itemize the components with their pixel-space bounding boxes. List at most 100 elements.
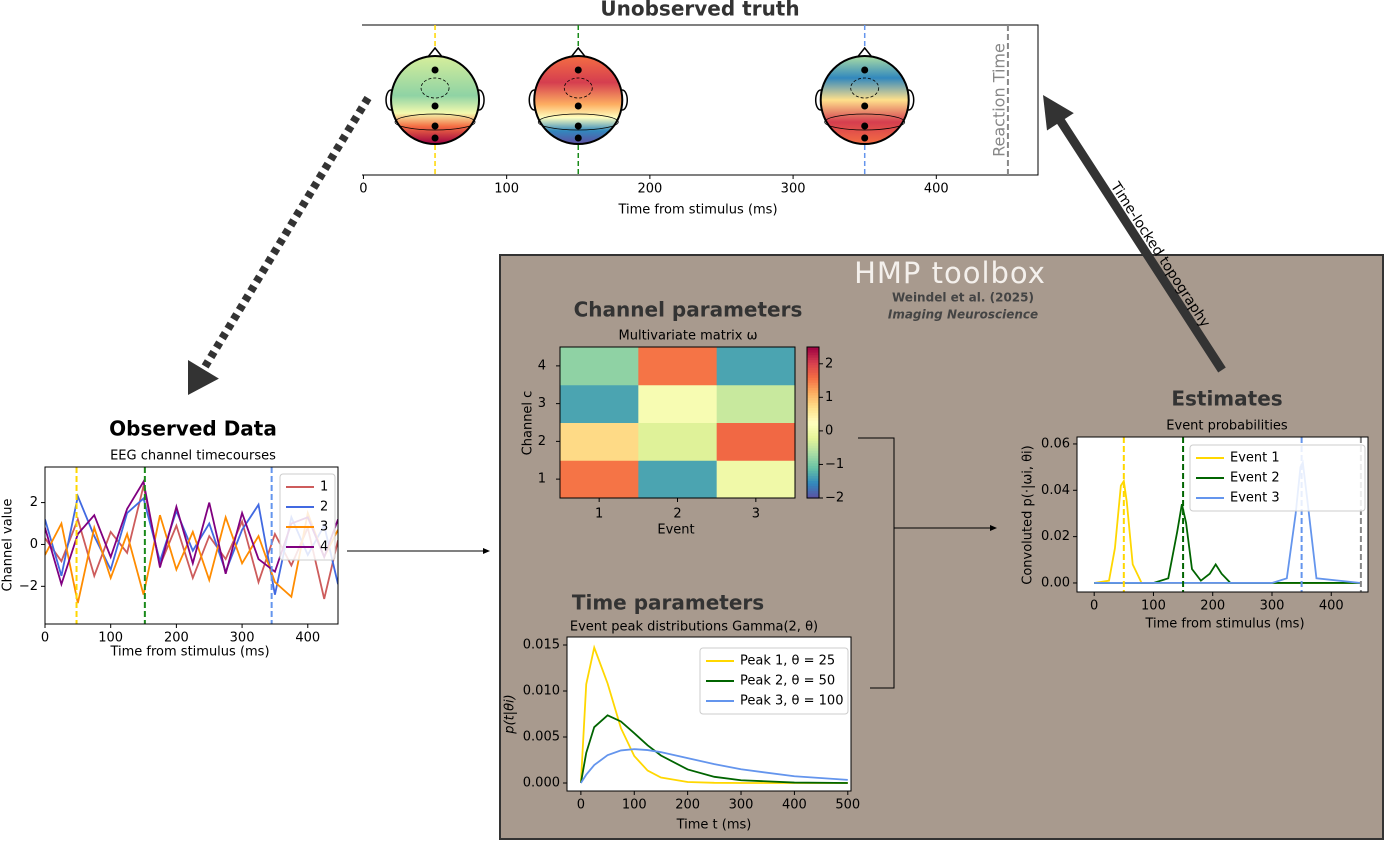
colorbar-tick-label: 0 <box>825 423 833 438</box>
legend-box <box>279 473 336 561</box>
journal: Imaging Neuroscience <box>888 308 1038 322</box>
contour <box>420 77 450 99</box>
x-tick-label: 400 <box>1319 599 1344 614</box>
colorbar-step <box>807 462 819 466</box>
contour <box>850 77 880 99</box>
colorbar-step <box>807 457 819 461</box>
chart-title: Unobserved truth <box>600 0 799 21</box>
colorbar-step <box>807 412 819 416</box>
legend-box <box>1189 444 1366 512</box>
rt-label: Reaction Time <box>989 43 1008 157</box>
colorbar-step <box>807 359 819 363</box>
colorbar-step <box>807 427 819 431</box>
heatmap-cell <box>638 384 718 423</box>
y-tick-label: 0.000 <box>523 775 560 790</box>
x-axis-label: Time from stimulus (ms) <box>617 203 777 218</box>
colorbar-step <box>807 435 819 439</box>
x-axis-label: Event <box>657 523 694 538</box>
colorbar-step <box>807 352 819 356</box>
head <box>390 55 481 145</box>
heatmap-cell <box>638 422 718 461</box>
x-tick-label: 0 <box>577 798 585 813</box>
colorbar-step <box>807 445 819 449</box>
heatmap-cell <box>716 460 796 499</box>
colorbar-step <box>807 467 819 471</box>
colorbar-step <box>807 404 819 408</box>
series-line <box>1094 503 1361 584</box>
heatmap-cell <box>560 347 639 386</box>
colorbar-step <box>807 347 819 351</box>
legend-label: 4 <box>320 540 328 555</box>
y-axis-label: Channel value <box>1 498 16 591</box>
electrode <box>574 66 582 74</box>
series-line <box>1094 478 1361 584</box>
arrow-head <box>188 360 219 395</box>
contour <box>563 77 593 99</box>
chart-subtitle: Multivariate matrix ω <box>619 329 758 344</box>
series-line <box>579 714 848 784</box>
y-tick-label: 3 <box>538 396 546 411</box>
x-axis-label: Time t (ms) <box>676 818 752 833</box>
y-tick-label: 0 <box>30 537 38 552</box>
x-tick-label: 200 <box>164 631 189 646</box>
colorbar-tick-label: 1 <box>825 390 833 405</box>
topomap <box>814 46 915 145</box>
dotted-arrow <box>199 95 372 373</box>
legend-label: Peak 1, θ = 25 <box>740 654 835 669</box>
colorbar-step <box>807 402 819 406</box>
heatmap-cell <box>716 422 796 461</box>
colorbar-step <box>807 432 819 436</box>
electrode <box>431 66 439 74</box>
contour <box>394 113 476 131</box>
colorbar-step <box>807 430 819 434</box>
legend-label: 3 <box>320 520 328 535</box>
colorbar-step <box>807 409 819 414</box>
electrode <box>861 66 869 74</box>
colorbar-step <box>807 349 819 353</box>
y-tick-label: 1 <box>538 472 546 487</box>
y-tick-label: 0.010 <box>523 684 560 699</box>
axes-frame <box>566 636 852 792</box>
colorbar-step <box>807 472 819 476</box>
colorbar-step <box>807 354 819 358</box>
colorbar-step <box>807 480 819 484</box>
series-line <box>45 509 338 604</box>
heatmap-cell <box>716 347 796 386</box>
electrode <box>431 102 439 110</box>
x-axis-label: Time from stimulus (ms) <box>109 645 269 660</box>
colorbar-step <box>807 440 819 444</box>
colorbar-step <box>807 490 819 494</box>
colorbar-step <box>807 407 819 411</box>
series-line <box>580 748 848 784</box>
x-tick-label: 200 <box>637 182 662 197</box>
colorbar-step <box>807 399 819 403</box>
x-tick-label: 400 <box>782 798 807 813</box>
x-tick-label: 300 <box>781 182 806 197</box>
y-tick-label: 0.06 <box>1041 436 1070 451</box>
series-line <box>45 485 338 600</box>
topomap <box>385 46 485 145</box>
electrode <box>431 134 439 142</box>
colorbar-tick-label: 2 <box>825 356 833 371</box>
x-tick-label: 2 <box>673 507 681 522</box>
electrode <box>861 122 869 130</box>
colorbar-step <box>807 357 819 361</box>
x-axis-label: Time from stimulus (ms) <box>1144 617 1304 632</box>
x-tick-label: 0 <box>1090 599 1098 614</box>
y-tick-label: 0.02 <box>1041 529 1070 544</box>
arrow-head <box>483 548 490 554</box>
contour <box>537 113 619 131</box>
chart-title: Time parameters <box>572 591 764 615</box>
legend-label: Peak 3, θ = 100 <box>740 694 843 709</box>
colorbar-step <box>807 384 819 388</box>
chart-title: Estimates <box>1171 387 1282 411</box>
colorbar-step <box>807 362 819 366</box>
y-axis-label: Convoluted p(·|ωi, θi) <box>1021 445 1036 584</box>
colorbar-tick-label: −1 <box>825 457 844 472</box>
electrode <box>861 134 869 142</box>
legend-label: Peak 2, θ = 50 <box>740 674 835 689</box>
colorbar-frame <box>806 346 820 499</box>
heatmap-cell <box>560 460 639 499</box>
x-tick-label: 400 <box>295 631 320 646</box>
colorbar-step <box>807 372 819 376</box>
